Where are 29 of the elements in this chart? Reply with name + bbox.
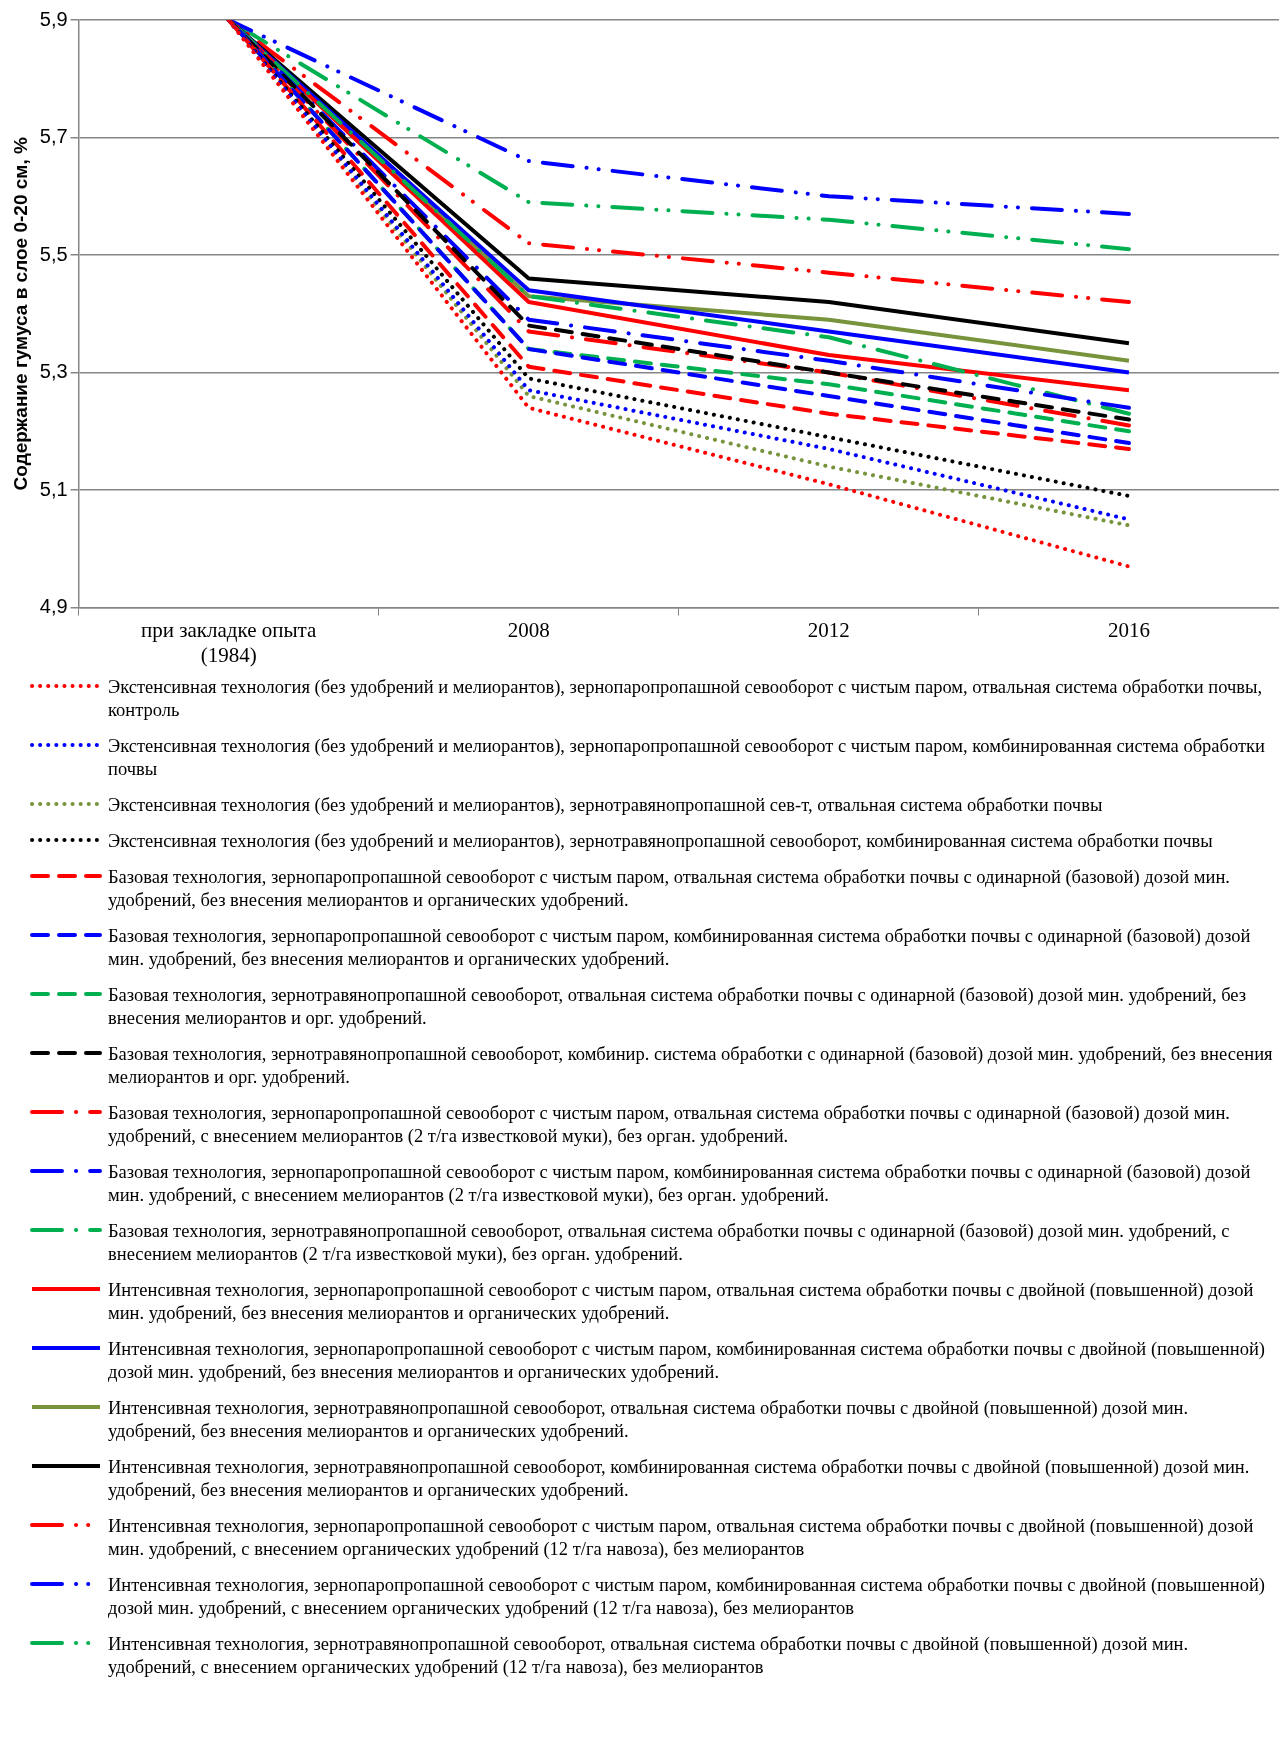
legend-label: Базовая технология, зернопаропропашной севооборот с чистым паром, комбинированная система обработки почвы с одинарной (базовой) дозой мин. удобрений, без внесения мелиорантов и органических удобрений. (108, 925, 1252, 971)
y-tick-label: 5,7 (39, 125, 68, 148)
y-tick-label: 5,1 (39, 477, 68, 500)
x-tick-label: 2008 (507, 617, 550, 642)
legend-label: Интенсивная технология, зернопаропропашной севооборот с чистым паром, отвальная система обработки почвы с двойной (повышенной) дозой мин. удобрений, без внесения мелиорантов и органических удобрений. (108, 1279, 1255, 1325)
legend-label: Экстенсивная технология (без удобрений и мелиорантов), зернотравянопропашной сев-т, отвальная система обработки почвы (108, 794, 1104, 817)
x-tick-label: при закладке опыта (1984) (140, 617, 318, 667)
legend-label: Интенсивная технология, зернотравянопропашной севооборот, отвальная система обработки почвы с двойной (повышенной) дозой мин. удобрений, без внесения мелиорантов и органических удобрений. (108, 1397, 1190, 1443)
y-tick-label: 4,9 (39, 595, 68, 618)
legend-label: Экстенсивная технология (без удобрений и мелиорантов), зернопаропропашной севооборот с чистым паром, комбинированная система обработки почвы (108, 735, 1266, 781)
legend-label: Базовая технология, зернопаропропашной севооборот с чистым паром, отвальная система обработки почвы с одинарной (базовой) дозой мин. удобрений, без внесения мелиорантов и органических удобрений. (108, 866, 1231, 912)
legend-label: Интенсивная технология, зернотравянопропашной севооборот, комбинированная система обработки почвы с двойной (повышенной) дозой мин. удобрений, без внесения мелиорантов и органических удобрений. (108, 1456, 1251, 1502)
legend-label: Базовая технология, зернотравянопропашной севооборот, комбинир. система обработки с одинарной (базовой) дозой мин. удобрений, без внесения мелиорантов и орг. удобрений. (108, 1043, 1274, 1089)
x-tick-label: 2012 (807, 617, 850, 642)
y-tick-label: 5,3 (39, 360, 68, 383)
legend-label: Базовая технология, зернопаропропашной севооборот с чистым паром, отвальная система обработки почвы с одинарной (базовой) дозой мин. удобрений, с внесением мелиорантов (2 т/га известковой муки), без орган. удобрений. (108, 1102, 1231, 1148)
legend-label: Интенсивная технология, зернопаропропашной севооборот с чистым паром, комбинированная система обработки почвы с двойной (повышенной) дозой мин. удобрений, с внесением органических удобрений (12 т/га навоза), без мелиорантов (108, 1574, 1266, 1620)
y-tick-label: 5,5 (39, 242, 68, 265)
legend-label: Базовая технология, зернотравянопропашной севооборот, отвальная система обработки почвы с одинарной (базовой) дозой мин. удобрений, без внесения мелиорантов и орг. удобрений. (108, 984, 1248, 1030)
legend-label: Интенсивная технология, зернотравянопропашной севооборот, отвальная система обработки почвы с двойной (повышенной) дозой мин. удобрений, с внесением органических удобрений (12 т/га навоза), без мелиорантов (108, 1633, 1190, 1679)
y-axis-title: Содержание гумуса в слое 0-20 см, % (9, 137, 31, 491)
legend-label: Экстенсивная технология (без удобрений и мелиорантов), зернотравянопропашной севооборот, комбинированная система обработки почвы (108, 830, 1214, 853)
y-tick-label: 5,9 (39, 7, 68, 30)
x-tick-label: 2016 (1107, 617, 1150, 642)
legend-label: Интенсивная технология, зернопаропропашной севооборот с чистым паром, комбинированная система обработки почвы с двойной (повышенной) дозой мин. удобрений, без внесения мелиорантов и органических удобрений. (108, 1338, 1266, 1384)
legend-label: Интенсивная технология, зернопаропропашной севооборот с чистым паром, отвальная система обработки почвы с двойной (повышенной) дозой мин. удобрений, с внесением органических удобрений (12 т/га навоза), без мелиорантов (108, 1515, 1255, 1561)
legend-label: Экстенсивная технология (без удобрений и мелиорантов), зернопаропропашной севооборот с чистым паром, отвальная система обработки почвы, контроль (108, 676, 1264, 722)
legend-label: Базовая технология, зернотравянопропашной севооборот, отвальная система обработки почвы с одинарной (базовой) дозой мин. удобрений, с внесением мелиорантов (2 т/га известковой муки), без орган. удобрений. (108, 1220, 1231, 1266)
legend-label: Базовая технология, зернопаропропашной севооборот с чистым паром, комбинированная система обработки почвы с одинарной (базовой) дозой мин. удобрений, с внесением мелиорантов (2 т/га известковой муки), без орган. удобрений. (108, 1161, 1252, 1207)
